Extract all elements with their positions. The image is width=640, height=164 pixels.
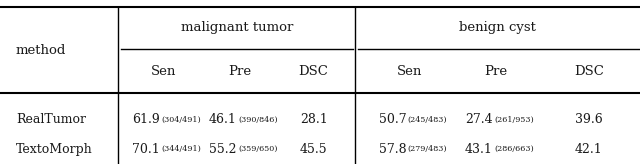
- Text: (286/663): (286/663): [494, 145, 534, 153]
- Text: RealTumor: RealTumor: [16, 113, 86, 126]
- Text: (245/483): (245/483): [408, 116, 447, 124]
- Text: 28.1: 28.1: [300, 113, 328, 126]
- Text: (304/491): (304/491): [161, 116, 201, 124]
- Text: 43.1: 43.1: [465, 143, 493, 156]
- Text: 45.5: 45.5: [300, 143, 328, 156]
- Text: 42.1: 42.1: [575, 143, 603, 156]
- Text: 50.7: 50.7: [379, 113, 406, 126]
- Text: 61.9: 61.9: [132, 113, 160, 126]
- Text: 57.8: 57.8: [379, 143, 406, 156]
- Text: 46.1: 46.1: [209, 113, 237, 126]
- Text: (261/953): (261/953): [494, 116, 534, 124]
- Text: DSC: DSC: [574, 65, 604, 78]
- Text: Pre: Pre: [484, 65, 508, 78]
- Text: (359/650): (359/650): [238, 145, 278, 153]
- Text: (390/846): (390/846): [238, 116, 278, 124]
- Text: Pre: Pre: [228, 65, 252, 78]
- Text: 70.1: 70.1: [132, 143, 160, 156]
- Text: Sen: Sen: [150, 65, 176, 78]
- Text: 39.6: 39.6: [575, 113, 603, 126]
- Text: 27.4: 27.4: [465, 113, 493, 126]
- Text: 55.2: 55.2: [209, 143, 237, 156]
- Text: benign cyst: benign cyst: [459, 20, 536, 34]
- Text: DSC: DSC: [299, 65, 328, 78]
- Text: method: method: [16, 43, 67, 57]
- Text: (279/483): (279/483): [408, 145, 447, 153]
- Text: Sen: Sen: [397, 65, 422, 78]
- Text: TextoMorph: TextoMorph: [16, 143, 93, 156]
- Text: (344/491): (344/491): [161, 145, 201, 153]
- Text: malignant tumor: malignant tumor: [180, 20, 293, 34]
